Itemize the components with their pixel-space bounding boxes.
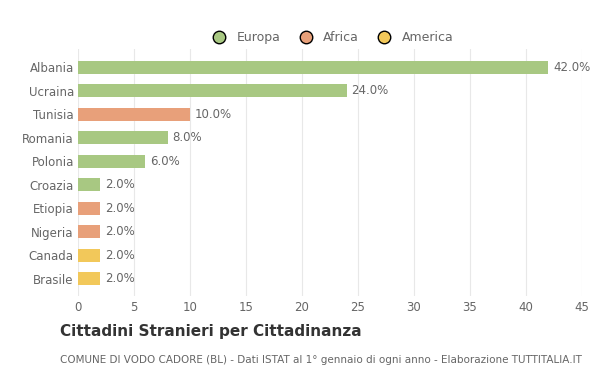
Bar bbox=[78, 155, 145, 168]
Bar bbox=[78, 178, 100, 191]
Bar bbox=[78, 108, 190, 120]
Text: COMUNE DI VODO CADORE (BL) - Dati ISTAT al 1° gennaio di ogni anno - Elaborazion: COMUNE DI VODO CADORE (BL) - Dati ISTAT … bbox=[60, 355, 582, 365]
Bar bbox=[78, 249, 100, 262]
Text: 6.0%: 6.0% bbox=[149, 155, 179, 168]
Bar bbox=[78, 272, 100, 285]
Text: 24.0%: 24.0% bbox=[351, 84, 389, 97]
Bar bbox=[78, 225, 100, 238]
Bar bbox=[78, 131, 167, 144]
Text: 2.0%: 2.0% bbox=[105, 202, 134, 215]
Text: 8.0%: 8.0% bbox=[172, 131, 202, 144]
Text: 2.0%: 2.0% bbox=[105, 225, 134, 238]
Text: Cittadini Stranieri per Cittadinanza: Cittadini Stranieri per Cittadinanza bbox=[60, 324, 362, 339]
Text: 2.0%: 2.0% bbox=[105, 272, 134, 285]
Bar bbox=[78, 202, 100, 215]
Text: 2.0%: 2.0% bbox=[105, 178, 134, 191]
Legend: Europa, Africa, America: Europa, Africa, America bbox=[202, 26, 458, 49]
Bar bbox=[78, 61, 548, 74]
Text: 2.0%: 2.0% bbox=[105, 249, 134, 262]
Bar bbox=[78, 84, 347, 97]
Text: 42.0%: 42.0% bbox=[553, 60, 590, 74]
Text: 10.0%: 10.0% bbox=[194, 108, 232, 120]
